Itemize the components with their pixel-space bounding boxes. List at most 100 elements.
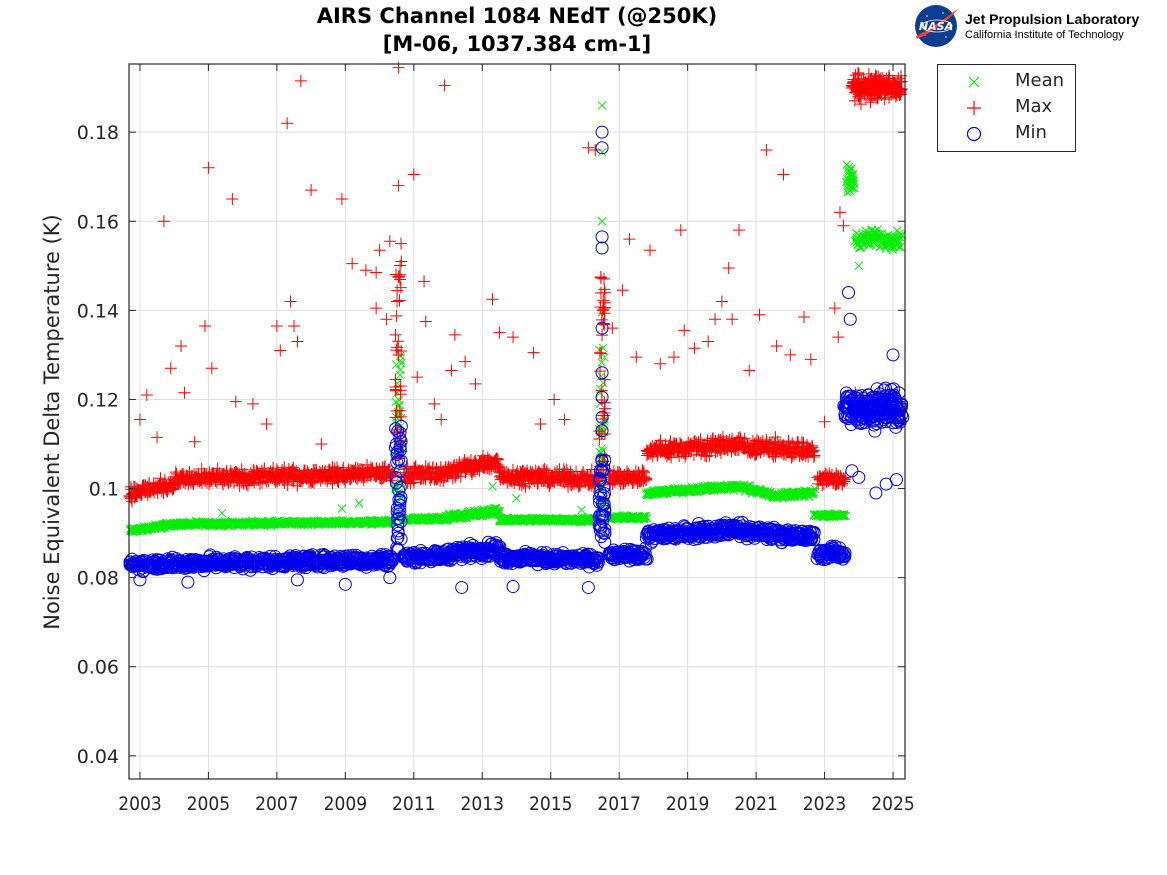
mean-point bbox=[855, 243, 864, 252]
series-max bbox=[123, 61, 908, 508]
max-point bbox=[445, 364, 458, 377]
max-point bbox=[392, 271, 405, 284]
max-point bbox=[469, 377, 482, 390]
max-point bbox=[527, 346, 540, 359]
max-point bbox=[392, 335, 405, 348]
max-point bbox=[270, 319, 283, 332]
max-point bbox=[491, 459, 504, 472]
grid-lines bbox=[129, 64, 905, 779]
max-point bbox=[284, 295, 297, 308]
mean-point bbox=[512, 493, 521, 503]
max-point bbox=[370, 302, 383, 315]
mean-point bbox=[488, 481, 497, 491]
max-point bbox=[373, 463, 386, 476]
max-point bbox=[490, 452, 503, 465]
max-point bbox=[534, 417, 547, 430]
max-point bbox=[597, 272, 610, 285]
max-point bbox=[722, 262, 735, 275]
max-point bbox=[274, 344, 287, 357]
max-point bbox=[833, 206, 846, 219]
max-point bbox=[389, 328, 402, 341]
max-point bbox=[493, 326, 506, 339]
max-point bbox=[770, 339, 783, 352]
max-point bbox=[205, 362, 218, 375]
max-point bbox=[391, 295, 404, 308]
max-point bbox=[630, 351, 643, 364]
jpl-subtitle: California Institute of Technology bbox=[965, 29, 1124, 41]
max-point bbox=[198, 319, 211, 332]
mean-point bbox=[809, 489, 818, 499]
max-point bbox=[715, 295, 728, 308]
max-point bbox=[832, 331, 845, 344]
max-point bbox=[597, 294, 610, 307]
mean-point bbox=[597, 216, 607, 226]
mean-point bbox=[337, 504, 347, 513]
max-point bbox=[407, 168, 420, 181]
max-point bbox=[383, 235, 396, 248]
max-point bbox=[486, 293, 499, 306]
max-point bbox=[654, 357, 667, 370]
mean-point bbox=[600, 353, 609, 362]
max-point bbox=[133, 487, 146, 500]
max-point bbox=[732, 224, 745, 237]
max-point bbox=[281, 478, 294, 491]
max-point bbox=[726, 313, 739, 326]
max-point bbox=[595, 347, 608, 360]
max-point bbox=[616, 284, 629, 297]
max-point bbox=[674, 224, 687, 237]
mean-point bbox=[642, 513, 652, 523]
max-point bbox=[448, 328, 461, 341]
mean-point bbox=[598, 378, 608, 388]
chart-title-line-1: AIRS Channel 1084 NEdT (@250K) bbox=[316, 4, 718, 28]
max-point bbox=[435, 413, 448, 426]
max-point bbox=[335, 192, 348, 205]
max-point bbox=[188, 435, 201, 448]
max-point bbox=[760, 143, 773, 156]
max-point bbox=[392, 270, 405, 283]
max-point bbox=[151, 431, 164, 444]
mean-point bbox=[839, 511, 849, 521]
max-point bbox=[709, 313, 722, 326]
max-point bbox=[291, 335, 304, 348]
nasa-meatball-icon: NASA bbox=[915, 5, 959, 47]
chart-title-line-2: [M-06, 1037.384 cm-1] bbox=[382, 32, 652, 56]
max-point bbox=[392, 61, 405, 74]
nasa-emblem-text: NASA bbox=[919, 20, 953, 33]
mean-point bbox=[850, 183, 859, 193]
max-point bbox=[558, 413, 571, 426]
max-point bbox=[359, 264, 372, 277]
max-point bbox=[385, 468, 398, 481]
max-point bbox=[178, 386, 191, 399]
max-point bbox=[202, 161, 215, 174]
max-point bbox=[743, 364, 756, 377]
max-point bbox=[582, 141, 595, 154]
mean-point bbox=[810, 484, 820, 494]
max-point bbox=[229, 395, 242, 408]
max-point bbox=[390, 309, 403, 322]
mean-point bbox=[844, 167, 854, 177]
max-point bbox=[702, 335, 715, 348]
max-point bbox=[688, 342, 701, 355]
max-point bbox=[411, 371, 424, 384]
mean-point bbox=[850, 179, 859, 189]
mean-point bbox=[577, 505, 586, 515]
max-point bbox=[260, 417, 273, 430]
max-point bbox=[548, 393, 561, 406]
max-point bbox=[157, 215, 170, 228]
max-point bbox=[784, 348, 797, 361]
mean-point bbox=[895, 242, 905, 252]
max-point bbox=[459, 355, 472, 368]
max-point bbox=[164, 362, 177, 375]
max-point bbox=[391, 284, 404, 297]
max-point bbox=[392, 179, 405, 192]
max-point bbox=[294, 74, 307, 87]
max-point bbox=[643, 244, 656, 257]
max-point bbox=[438, 79, 451, 92]
max-point bbox=[828, 302, 841, 315]
max-point bbox=[798, 311, 811, 324]
mean-point bbox=[597, 358, 607, 367]
mean-point bbox=[845, 186, 855, 196]
max-point bbox=[287, 319, 300, 332]
max-point bbox=[387, 466, 400, 479]
max-point bbox=[253, 477, 266, 490]
